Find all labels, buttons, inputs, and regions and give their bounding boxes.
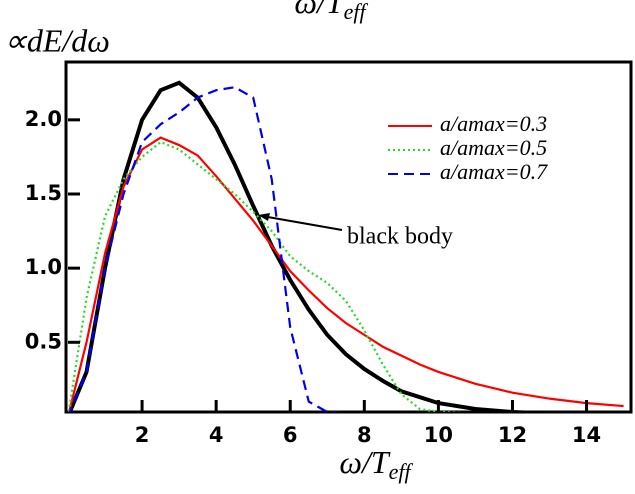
x-label-sub: eff	[389, 459, 414, 484]
plot	[68, 80, 624, 412]
x-label-main: ω/T	[339, 444, 390, 480]
series-line	[68, 80, 563, 412]
legend-label: a/amax=0.5	[440, 135, 547, 160]
annotation-arrow	[261, 215, 343, 231]
y-tick-label: 1.0	[25, 255, 62, 279]
y-tick-label: 1.5	[25, 181, 62, 205]
x-tick-label: 6	[283, 423, 298, 447]
y-label: ∝dE/dω	[4, 22, 110, 58]
annotation: black body	[347, 224, 453, 250]
top-label-sub: eff	[344, 0, 369, 24]
x-tick-label: 10	[424, 423, 453, 447]
y-tick-label: 0.5	[25, 329, 62, 353]
x-tick-label: 14	[572, 423, 601, 447]
plot-frame	[64, 60, 633, 414]
x-label: ω/Teff	[339, 444, 413, 484]
y-tick-label: 2.0	[25, 107, 62, 131]
series-line	[68, 136, 624, 412]
x-tick-label: 8	[357, 423, 372, 447]
x-tick-label: 12	[498, 423, 527, 447]
top-label: ω/Teff	[294, 0, 368, 24]
series-line	[68, 86, 342, 412]
arrow-head	[258, 213, 270, 221]
legend-label: a/amax=0.3	[440, 111, 547, 136]
top-label-main: ω/T	[294, 0, 345, 20]
x-tick-label: 2	[135, 423, 150, 447]
legend-label: a/amax=0.7	[440, 159, 548, 184]
x-tick-label: 4	[209, 423, 224, 447]
